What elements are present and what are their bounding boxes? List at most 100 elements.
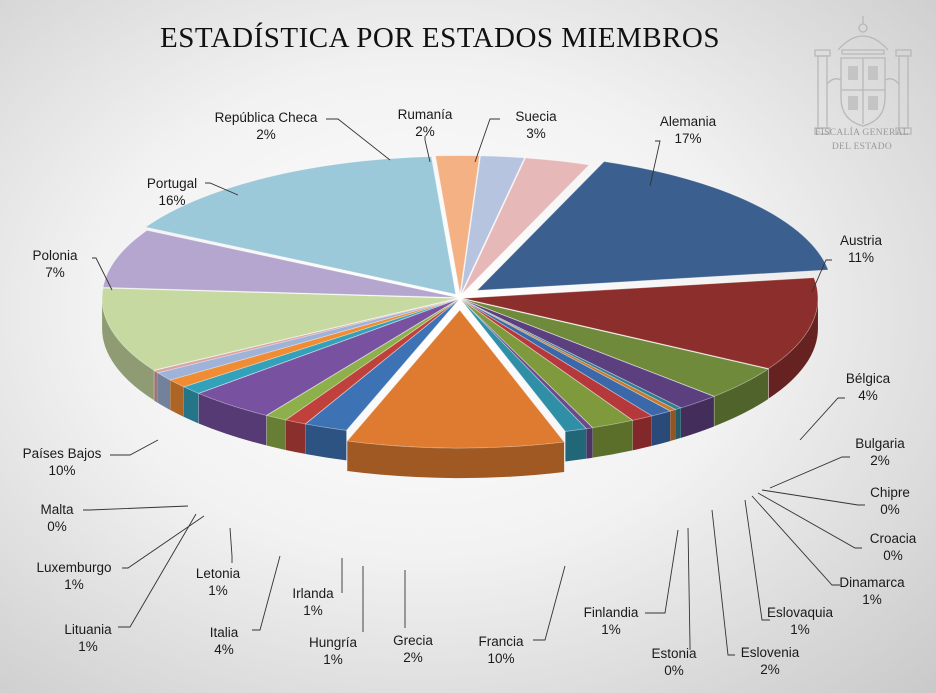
leader-line xyxy=(769,456,850,489)
slice-label-value: 3% xyxy=(526,126,546,141)
slice-label-name: Italia xyxy=(210,625,239,640)
pie-slice xyxy=(461,298,682,410)
pie-slice xyxy=(461,299,672,417)
slice-label-name: Países Bajos xyxy=(23,446,102,461)
organization-name: FISCALÍA GENERAL DEL ESTADO xyxy=(800,126,924,154)
leader-line xyxy=(687,527,691,650)
leader-line xyxy=(118,513,197,628)
slice-label-value: 1% xyxy=(323,652,343,667)
pie-slice xyxy=(460,155,525,294)
slice-label-value: 1% xyxy=(790,622,810,637)
slice-label-name: Luxemburgo xyxy=(36,560,111,575)
leader-line xyxy=(649,140,661,187)
slice-label-name: Portugal xyxy=(147,176,197,191)
pie-slice-side xyxy=(586,427,593,459)
slice-label-value: 0% xyxy=(880,502,900,517)
slice-label-value: 4% xyxy=(858,388,878,403)
pie-slice xyxy=(461,299,634,429)
pie-slice xyxy=(435,155,481,294)
slice-label-value: 10% xyxy=(487,651,514,666)
slice-label-name: Malta xyxy=(40,502,74,517)
slice-label-value: 0% xyxy=(883,548,903,563)
leader-line xyxy=(757,492,862,549)
pie-slice xyxy=(462,277,819,369)
slice-label-name: Lituania xyxy=(64,622,112,637)
slice-label-name: Estonia xyxy=(651,646,697,661)
slice-label-name: Finlandia xyxy=(584,605,639,620)
slice-label-value: 1% xyxy=(78,639,98,654)
leader-line xyxy=(205,182,239,196)
slice-label-name: Eslovenia xyxy=(741,645,800,660)
pie-slice xyxy=(460,299,588,432)
pie-slice-side xyxy=(714,369,769,427)
slice-label-name: Chipre xyxy=(870,485,910,500)
slice-label-name: Francia xyxy=(478,634,524,649)
pie-slice xyxy=(460,299,594,430)
pie-slice xyxy=(462,298,770,397)
slice-label-name: Polonia xyxy=(32,248,78,263)
pie-slice-side xyxy=(675,407,681,440)
pie-slice xyxy=(284,299,459,425)
pie-slice xyxy=(197,298,459,416)
chart-title: ESTADÍSTICA POR ESTADOS MIEMBROS xyxy=(159,22,721,54)
pie-slice-side xyxy=(285,419,306,454)
leader-line xyxy=(252,555,281,631)
leader-line xyxy=(122,515,205,569)
slice-label-name: Eslovaquia xyxy=(767,605,834,620)
slice-label-value: 2% xyxy=(760,662,780,677)
pie-slice xyxy=(461,299,653,421)
leader-line xyxy=(751,495,840,586)
pie-slice-side xyxy=(154,370,158,403)
slice-label-name: Irlanda xyxy=(292,586,334,601)
pie-slice-side xyxy=(681,396,714,438)
slice-label-name: Croacia xyxy=(870,531,917,546)
leader-line xyxy=(92,257,113,291)
slice-label-name: Bulgaria xyxy=(855,436,905,451)
slice-label-value: 4% xyxy=(214,642,234,657)
slice-label-name: Dinamarca xyxy=(839,575,905,590)
pie-slice-side xyxy=(102,298,154,401)
pie-slice xyxy=(156,298,458,381)
pie-slice-side xyxy=(651,411,671,446)
leader-line xyxy=(83,505,189,511)
slice-label-value: 7% xyxy=(45,265,65,280)
pie-slice-side xyxy=(305,424,347,461)
pie-slice-side xyxy=(670,409,676,442)
pie-slice-side xyxy=(632,415,652,451)
leader-line xyxy=(711,509,735,656)
pie-slice xyxy=(265,299,459,421)
slice-label-name: Hungría xyxy=(309,635,358,650)
pie-slice-side xyxy=(592,420,633,458)
pie-slice xyxy=(346,309,565,449)
pie-slice xyxy=(461,298,716,409)
slice-label-value: 10% xyxy=(48,463,75,478)
pie-slice-side xyxy=(565,428,587,462)
slice-label-value: 2% xyxy=(256,127,276,142)
pie-slice xyxy=(304,299,460,431)
pie-slice-side xyxy=(266,415,286,450)
slice-label-name: Grecia xyxy=(393,633,433,648)
pie-slice xyxy=(476,161,829,291)
pie-slice-side xyxy=(768,298,818,399)
slice-label-name: Bélgica xyxy=(846,371,891,386)
slice-label-value: 11% xyxy=(848,250,874,265)
slice-label-value: 2% xyxy=(415,124,435,139)
organization-name-line1: FISCALÍA GENERAL xyxy=(815,128,909,138)
slice-label-name: Rumanía xyxy=(398,107,453,122)
organization-name-line2: DEL ESTADO xyxy=(831,142,893,152)
leader-line xyxy=(229,527,233,563)
leader-line xyxy=(424,136,431,163)
pie-slice xyxy=(182,298,458,394)
pie-slice-side xyxy=(183,386,199,424)
pie-slice xyxy=(153,298,458,374)
slice-label-value: 2% xyxy=(870,453,890,468)
slice-label-value: 1% xyxy=(208,583,228,598)
slice-label-name: Letonia xyxy=(196,566,241,581)
slice-label-value: 0% xyxy=(664,663,684,678)
pie-slice xyxy=(169,298,458,388)
slice-label-value: 2% xyxy=(403,650,423,665)
slice-label-value: 1% xyxy=(303,603,323,618)
leader-line xyxy=(799,397,845,441)
slice-label-value: 16% xyxy=(158,193,185,208)
